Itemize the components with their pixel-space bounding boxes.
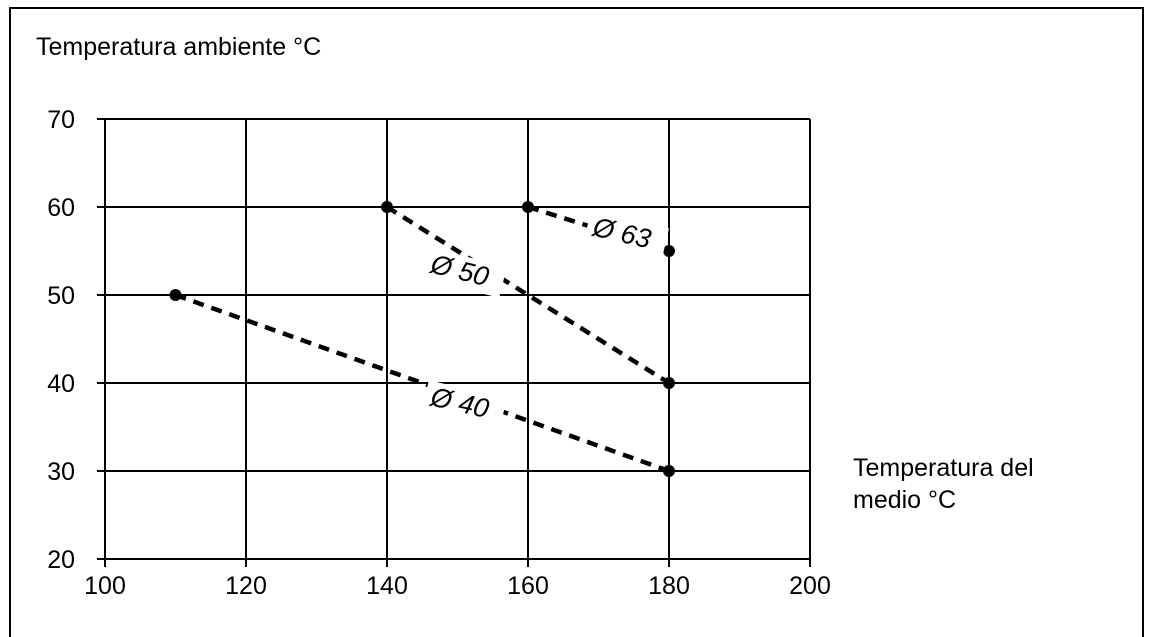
y-tick-label: 40: [47, 370, 75, 398]
data-point: [381, 201, 393, 213]
x-tick-label: 160: [507, 572, 549, 600]
y-tick-label: 20: [47, 546, 75, 574]
data-point: [663, 245, 675, 257]
data-point: [663, 377, 675, 389]
x-tick-label: 180: [648, 572, 690, 600]
series-label: Ø 50: [421, 247, 507, 298]
y-axis-title: Temperatura ambiente °C: [36, 33, 321, 61]
data-point: [169, 289, 182, 301]
y-tick-label: 60: [47, 194, 75, 222]
data-point: [522, 201, 534, 213]
series-label-bg: [421, 247, 507, 298]
grid: 100 120 140 160 180 200 20 30 40 50 60 70: [47, 106, 831, 600]
series-label-text: Ø 40: [427, 381, 492, 424]
series-labels: Ø 40 Ø 50 Ø 63: [421, 210, 669, 430]
y-tick-label: 50: [47, 282, 75, 310]
x-tick-label: 100: [84, 572, 126, 600]
x-tick-label: 140: [366, 572, 408, 600]
x-axis-title-line-2: medio °C: [853, 486, 956, 514]
series-label-bg: [583, 210, 669, 260]
series-label-text: Ø 50: [427, 249, 492, 293]
data-point: [663, 465, 675, 477]
series-label-text: Ø 63: [589, 212, 654, 255]
x-tick-label: 120: [225, 572, 267, 600]
x-tick-label: 200: [789, 572, 831, 600]
x-axis-title-line-1: Temperatura del: [853, 454, 1034, 482]
chart-frame: [9, 7, 1144, 637]
series-label: Ø 40: [421, 380, 507, 430]
series-label-bg: [421, 380, 507, 430]
y-tick-label: 70: [47, 106, 75, 134]
series-label: Ø 63: [583, 210, 669, 260]
y-tick-label: 30: [47, 458, 75, 486]
